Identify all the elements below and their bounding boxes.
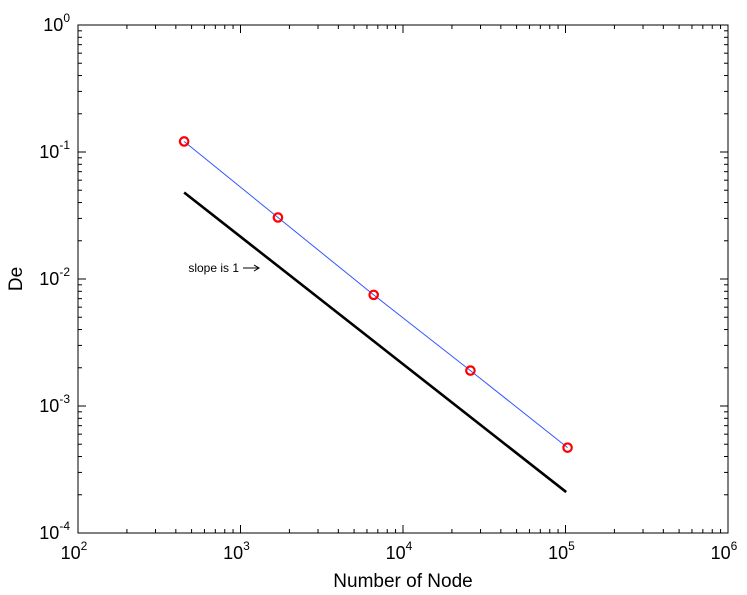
y-tick-exponent: -4 bbox=[59, 519, 70, 533]
slope-annotation: slope is 1 bbox=[188, 261, 239, 275]
annotation-arrow-head bbox=[253, 264, 260, 272]
y-axis-label: De bbox=[6, 267, 27, 291]
x-axis-label: Number of Node bbox=[333, 571, 472, 592]
y-tick-label: 10-1 bbox=[39, 138, 70, 162]
y-tick-exponent: -3 bbox=[59, 392, 70, 406]
reference-slope-line bbox=[183, 191, 568, 494]
x-tick-exponent: 3 bbox=[243, 539, 250, 553]
data-point-marker bbox=[272, 212, 284, 223]
data-point-marker bbox=[465, 365, 476, 376]
chart-marks: slope is 1 bbox=[178, 136, 573, 494]
data-point-marker bbox=[368, 289, 379, 301]
y-tick-exponent: -1 bbox=[59, 138, 70, 152]
x-tick-exponent: 4 bbox=[406, 539, 413, 553]
series-line bbox=[183, 141, 568, 449]
x-tick-exponent: 2 bbox=[81, 539, 88, 553]
y-tick-exponent: -2 bbox=[59, 265, 70, 279]
y-tick-exponent: 0 bbox=[63, 11, 70, 25]
x-tick-exponent: 6 bbox=[731, 539, 738, 553]
data-point-marker bbox=[178, 136, 190, 147]
data-point-marker bbox=[562, 442, 573, 453]
x-tick-exponent: 5 bbox=[568, 539, 575, 553]
